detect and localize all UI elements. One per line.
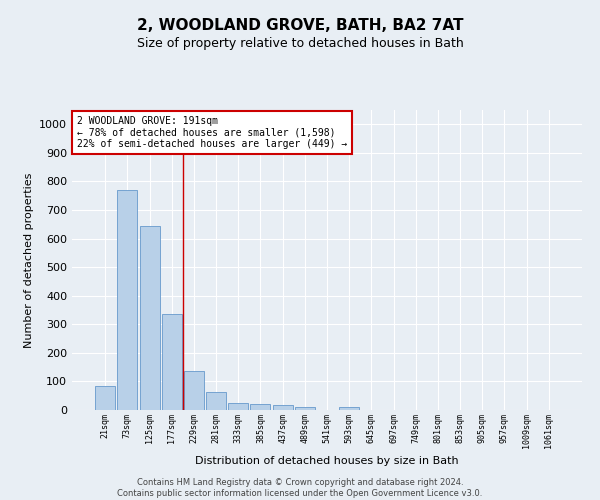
Bar [228, 403, 248, 410]
Bar [184, 372, 204, 410]
Text: 2 WOODLAND GROVE: 191sqm
← 78% of detached houses are smaller (1,598)
22% of sem: 2 WOODLAND GROVE: 191sqm ← 78% of detach… [77, 116, 347, 149]
Text: Contains HM Land Registry data © Crown copyright and database right 2024.
Contai: Contains HM Land Registry data © Crown c… [118, 478, 482, 498]
Bar [206, 392, 226, 410]
Bar [95, 386, 115, 410]
Bar [295, 407, 315, 410]
Bar [118, 190, 137, 410]
Bar [272, 405, 293, 410]
X-axis label: Distribution of detached houses by size in Bath: Distribution of detached houses by size … [195, 456, 459, 466]
Bar [250, 404, 271, 410]
Bar [162, 314, 182, 410]
Bar [339, 406, 359, 410]
Bar [140, 226, 160, 410]
Text: 2, WOODLAND GROVE, BATH, BA2 7AT: 2, WOODLAND GROVE, BATH, BA2 7AT [137, 18, 463, 32]
Y-axis label: Number of detached properties: Number of detached properties [23, 172, 34, 348]
Text: Size of property relative to detached houses in Bath: Size of property relative to detached ho… [137, 38, 463, 51]
